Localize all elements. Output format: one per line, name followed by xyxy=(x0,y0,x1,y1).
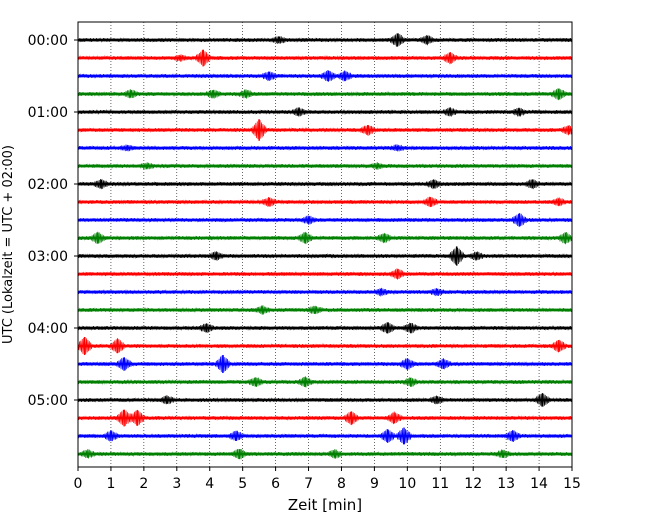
y-tick-label: 05:00 xyxy=(28,393,68,409)
x-tick-label: 8 xyxy=(337,476,346,492)
trace-row xyxy=(77,427,573,445)
trace-waveform xyxy=(77,88,573,101)
x-tick-label: 4 xyxy=(205,476,214,492)
trace-waveform xyxy=(77,70,573,82)
trace-waveform xyxy=(77,427,573,445)
trace-waveform xyxy=(77,196,573,208)
trace-waveform xyxy=(77,33,573,47)
trace-row xyxy=(77,33,573,47)
x-tick-label: 11 xyxy=(431,476,449,492)
trace-waveform xyxy=(77,355,573,373)
x-tick-label: 9 xyxy=(370,476,379,492)
trace-row xyxy=(77,179,573,190)
trace-row xyxy=(77,70,573,82)
x-tick-label: 3 xyxy=(172,476,181,492)
trace-waveform xyxy=(77,49,573,67)
trace-row xyxy=(77,305,573,315)
trace-row xyxy=(77,287,573,297)
trace-waveform xyxy=(77,213,573,227)
trace-row xyxy=(77,268,573,280)
x-tick-label: 12 xyxy=(464,476,482,492)
trace-row xyxy=(77,376,573,388)
y-tick-label: 00:00 xyxy=(28,33,68,49)
trace-row xyxy=(77,322,573,334)
trace-row xyxy=(77,88,573,101)
x-tick-label: 2 xyxy=(139,476,148,492)
trace-row xyxy=(77,49,573,67)
y-tick-label: 04:00 xyxy=(28,321,68,337)
trace-waveform xyxy=(77,144,573,152)
x-axis-label: Zeit [min] xyxy=(288,496,362,514)
trace-row xyxy=(77,392,573,407)
trace-row xyxy=(77,144,573,152)
x-tick-label: 13 xyxy=(497,476,515,492)
trace-waveform xyxy=(77,268,573,280)
y-tick-label: 01:00 xyxy=(28,105,68,121)
x-axis-ticks: 0 1 2 3 4 5 6 7 8 9 10 11 12 13 14 15 xyxy=(74,467,581,492)
trace-row xyxy=(77,448,573,460)
y-axis-label: UTC (Lokalzeit = UTC + 02:00) xyxy=(1,145,16,344)
y-tick-label: 03:00 xyxy=(28,249,68,265)
x-tick-label: 15 xyxy=(563,476,581,492)
trace-row xyxy=(77,213,573,227)
x-tick-label: 7 xyxy=(304,476,313,492)
trace-waveform xyxy=(77,179,573,190)
trace-waveform xyxy=(77,246,573,266)
grid-lines xyxy=(110,22,540,467)
trace-waveform xyxy=(77,162,573,170)
trace-waveform xyxy=(77,287,573,297)
trace-row xyxy=(77,119,573,141)
trace-waveform xyxy=(77,322,573,334)
x-tick-label: 10 xyxy=(398,476,416,492)
x-tick-label: 6 xyxy=(271,476,280,492)
trace-waveform xyxy=(77,305,573,315)
trace-row xyxy=(77,246,573,266)
trace-waveform xyxy=(77,107,573,117)
trace-row xyxy=(77,196,573,208)
trace-waveform xyxy=(77,392,573,407)
trace-row xyxy=(77,107,573,117)
trace-waveform xyxy=(77,448,573,460)
plot-frame xyxy=(77,21,573,468)
trace-waveform xyxy=(77,231,573,245)
trace-row xyxy=(77,355,573,373)
x-tick-label: 14 xyxy=(530,476,548,492)
y-axis-ticks: 00:00 01:00 02:00 03:00 04:00 05:00 xyxy=(28,33,78,409)
x-tick-label: 1 xyxy=(106,476,115,492)
trace-waveform xyxy=(77,119,573,141)
x-tick-label: 0 xyxy=(74,476,83,492)
trace-row xyxy=(77,231,573,245)
x-tick-label: 5 xyxy=(238,476,247,492)
trace-rows xyxy=(77,33,573,460)
trace-waveform xyxy=(77,409,573,427)
y-tick-label: 02:00 xyxy=(28,177,68,193)
trace-waveform xyxy=(77,337,573,355)
trace-row xyxy=(77,162,573,170)
trace-waveform xyxy=(77,376,573,388)
trace-row xyxy=(77,409,573,427)
trace-row xyxy=(77,337,573,355)
